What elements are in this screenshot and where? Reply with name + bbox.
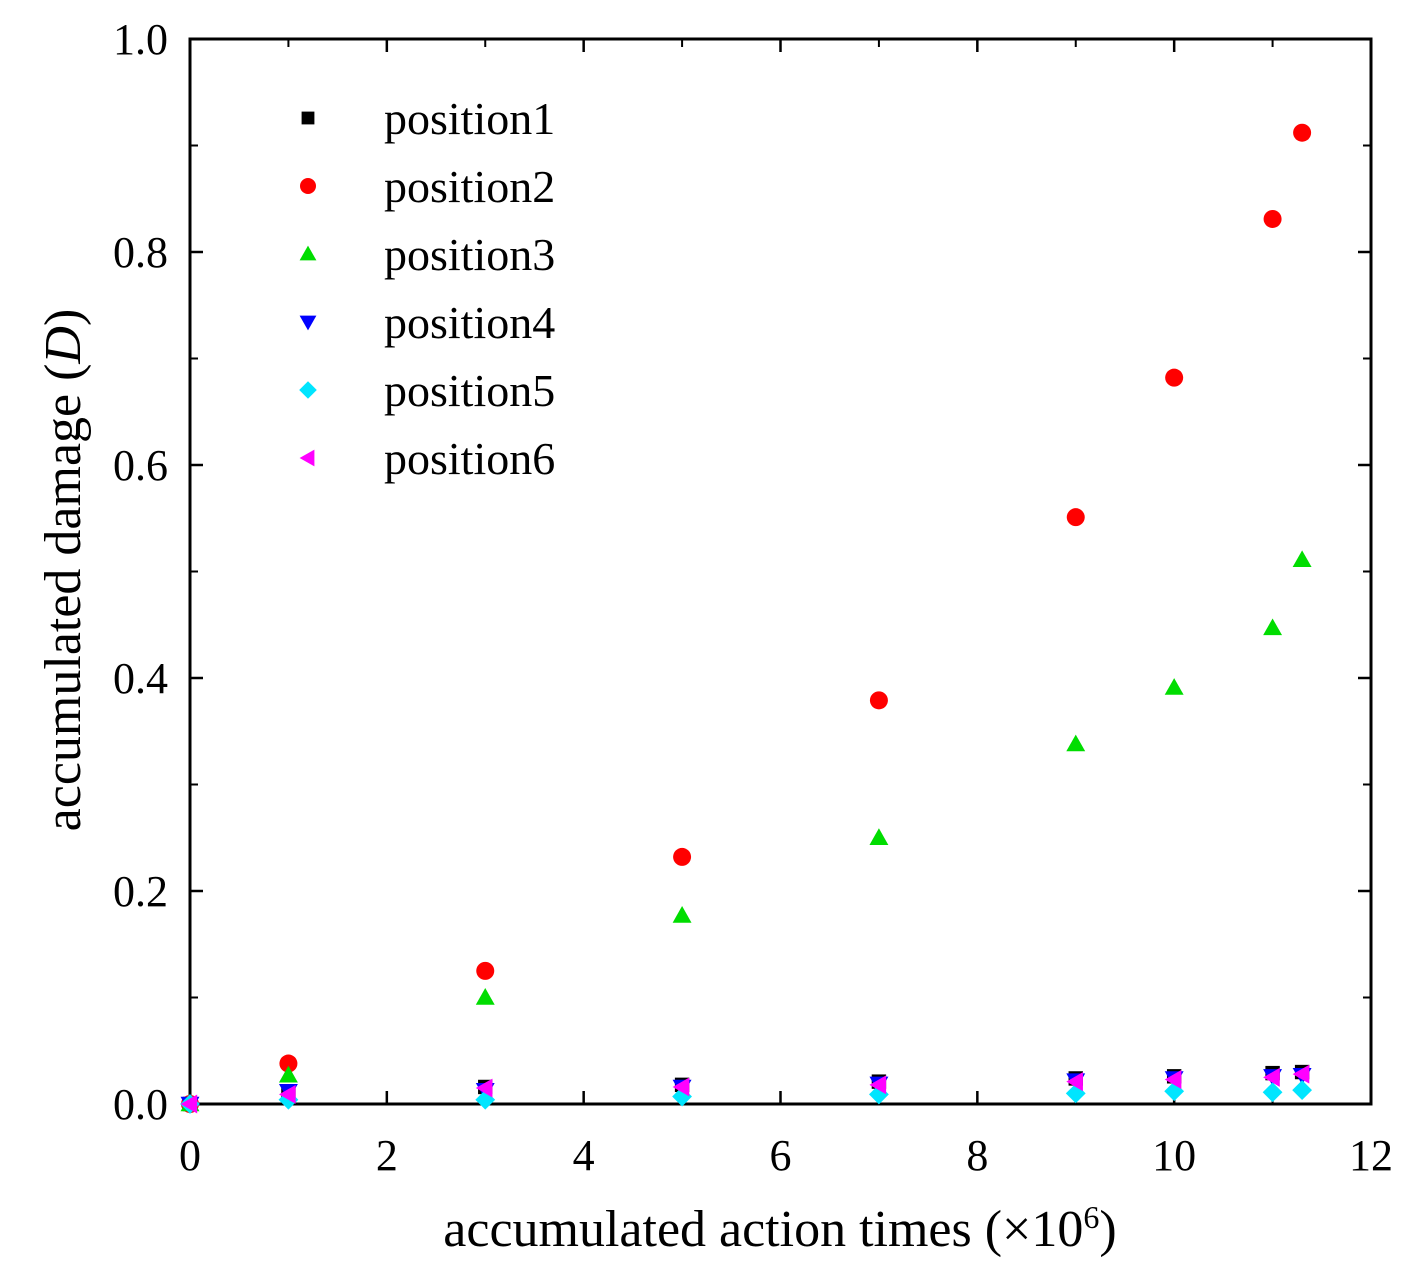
legend-label-position5: position5 bbox=[384, 365, 555, 416]
series-position5 bbox=[180, 1080, 1313, 1114]
series-position3 bbox=[180, 550, 1312, 1112]
y-tick-labels: 0.0 0.2 0.4 0.6 0.8 1.0 bbox=[113, 15, 168, 1129]
data-point-position5 bbox=[1262, 1082, 1283, 1103]
legend-marker-position6 bbox=[299, 449, 315, 467]
y-tick-label: 1.0 bbox=[113, 15, 168, 64]
data-point-position3 bbox=[278, 1065, 298, 1083]
y-axis-title: accumulated damage (D) bbox=[35, 309, 92, 832]
legend-label-position1: position1 bbox=[384, 93, 555, 144]
data-point-position6 bbox=[672, 1077, 690, 1097]
data-point-position3 bbox=[1066, 734, 1086, 752]
data-point-position2 bbox=[673, 847, 692, 866]
series-position2 bbox=[181, 123, 1312, 1113]
legend: position1 position2 position3 position4 posi… bbox=[299, 93, 555, 484]
data-markers bbox=[180, 123, 1313, 1114]
legend-marker-position2 bbox=[300, 178, 316, 194]
x-tick-label: 0 bbox=[179, 1131, 201, 1180]
data-point-position6 bbox=[869, 1075, 887, 1095]
x-tick-label: 6 bbox=[770, 1131, 792, 1180]
y-tick-label: 0.8 bbox=[113, 228, 168, 277]
y-tick-label: 0.6 bbox=[113, 441, 168, 490]
data-point-position6 bbox=[1066, 1072, 1083, 1092]
y-tick-label: 0.4 bbox=[113, 654, 168, 703]
legend-label-position2: position2 bbox=[384, 161, 555, 212]
data-point-position2 bbox=[869, 691, 888, 710]
series-position6 bbox=[180, 1064, 1310, 1114]
data-point-position2 bbox=[476, 961, 495, 980]
axis-ticks bbox=[188, 37, 1373, 1106]
plot-area bbox=[188, 37, 1373, 1106]
data-point-position2 bbox=[1293, 123, 1312, 142]
data-point-position2 bbox=[279, 1054, 298, 1073]
legend-marker-position4 bbox=[299, 315, 317, 331]
x-tick-labels: 0 2 4 6 8 10 12 bbox=[179, 1131, 1393, 1180]
y-tick-label: 0.0 bbox=[113, 1080, 168, 1129]
data-point-position6 bbox=[180, 1094, 198, 1114]
series-position4 bbox=[180, 1068, 1312, 1114]
legend-marker-position3 bbox=[299, 245, 317, 261]
data-point-position3 bbox=[1263, 618, 1283, 636]
data-point-position3 bbox=[672, 906, 692, 923]
data-point-position3 bbox=[869, 828, 889, 845]
data-point-position2 bbox=[1263, 209, 1282, 228]
data-point-position2 bbox=[1066, 508, 1085, 527]
data-point-position3 bbox=[475, 988, 495, 1005]
legend-marker-position5 bbox=[299, 381, 317, 399]
data-point-position3 bbox=[1164, 678, 1184, 695]
data-point-position5 bbox=[869, 1084, 889, 1105]
x-axis-title: accumulated action times (×106) bbox=[443, 1199, 1116, 1258]
x-tick-label: 12 bbox=[1349, 1131, 1393, 1180]
data-point-position6 bbox=[1164, 1070, 1182, 1089]
x-tick-label: 10 bbox=[1152, 1131, 1196, 1180]
legend-label-position4: position4 bbox=[384, 297, 555, 348]
x-tick-label: 2 bbox=[376, 1131, 398, 1180]
legend-label-position3: position3 bbox=[384, 229, 555, 280]
x-tick-label: 8 bbox=[966, 1131, 988, 1180]
legend-marker-position1 bbox=[301, 111, 315, 125]
data-point-position6 bbox=[1292, 1064, 1310, 1084]
data-point-position6 bbox=[1263, 1067, 1280, 1087]
x-tick-label: 4 bbox=[573, 1131, 595, 1180]
data-point-position3 bbox=[1292, 550, 1312, 567]
data-point-position6 bbox=[475, 1078, 493, 1098]
data-point-position5 bbox=[672, 1086, 692, 1107]
legend-label-position6: position6 bbox=[384, 433, 555, 484]
data-point-position5 bbox=[1292, 1080, 1313, 1101]
data-point-position6 bbox=[278, 1084, 296, 1104]
plot-frame bbox=[188, 37, 1373, 1106]
y-tick-label: 0.2 bbox=[113, 867, 168, 916]
data-point-position2 bbox=[1165, 368, 1184, 387]
